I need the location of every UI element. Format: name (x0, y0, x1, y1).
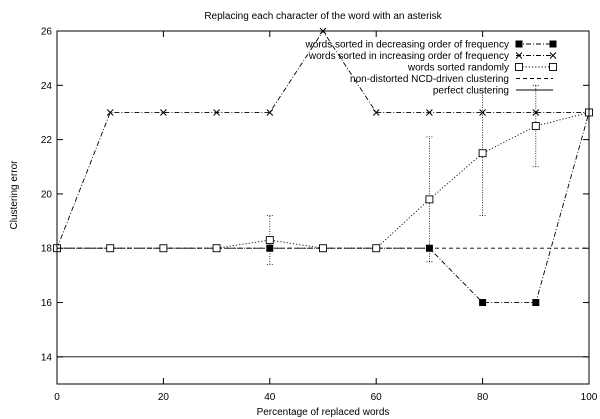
series-2 (53, 84, 593, 265)
data-point-1-2 (160, 109, 167, 116)
legend: words sorted in decreasing order of freq… (305, 40, 557, 97)
data-point-1-4 (266, 109, 274, 116)
plot-series (53, 27, 593, 307)
y-tick-label-2: 18 (41, 244, 53, 255)
y-tick-label-5: 24 (41, 81, 53, 92)
legend-marker-right-1 (549, 52, 557, 59)
y-tick-label-4: 22 (41, 135, 53, 146)
data-point-0-4 (266, 244, 274, 252)
data-point-2-8 (478, 149, 487, 158)
x-tick-label-4: 80 (477, 392, 489, 403)
legend-label-1: words sorted in increasing order of freq… (308, 51, 509, 62)
chart-title: Replacing each character of the word wit… (204, 11, 442, 22)
x-tick-label-5: 100 (581, 392, 598, 403)
legend-marker-left-0 (515, 40, 523, 48)
legend-marker-left-1 (515, 52, 523, 59)
y-axis-label: Clustering error (9, 160, 20, 230)
error-bar-2-4 (266, 215, 273, 265)
x-tick-label-0: 0 (54, 392, 60, 403)
series-0 (53, 108, 593, 307)
series-line-2 (57, 112, 590, 249)
legend-marker-left-2 (515, 63, 523, 71)
x-tick-label-3: 60 (371, 392, 383, 403)
y-tick-label-0: 14 (41, 352, 53, 363)
y-tick-label-6: 26 (41, 27, 53, 38)
data-point-2-5 (319, 244, 327, 253)
x-tick-label-1: 20 (158, 392, 170, 403)
data-point-1-3 (213, 109, 220, 116)
data-point-1-1 (106, 109, 114, 116)
reference-lines (57, 247, 589, 358)
data-point-0-9 (532, 299, 540, 307)
plot-frame (56, 30, 590, 385)
legend-label-4: perfect clustering (433, 86, 509, 97)
legend-label-0: words sorted in decreasing order of freq… (305, 40, 509, 51)
x-axis-label: Percentage of replaced words (257, 407, 390, 418)
data-point-0-7 (425, 244, 433, 252)
data-point-0-8 (479, 299, 487, 307)
data-point-2-3 (212, 244, 221, 253)
error-bar-2-7 (426, 136, 433, 263)
error-bar-2-8 (479, 90, 486, 217)
legend-label-3: non-distorted NCD-driven clustering (350, 74, 509, 85)
axes: 0 20 40 60 80 100 14 16 18 20 22 24 26 (41, 27, 598, 404)
data-point-2-7 (425, 195, 434, 204)
data-point-1-7 (426, 109, 433, 116)
data-point-1-6 (372, 109, 380, 116)
y-tick-label-3: 20 (41, 189, 53, 200)
legend-label-2: words sorted randomly (407, 63, 509, 74)
x-tick-label-2: 40 (264, 392, 276, 403)
data-point-2-1 (106, 244, 115, 253)
data-point-1-9 (532, 109, 540, 116)
series-line-0 (57, 112, 590, 303)
data-point-2-4 (265, 236, 274, 245)
data-point-2-9 (531, 122, 540, 130)
legend-marker-right-2 (549, 63, 557, 71)
legend-marker-right-0 (549, 40, 557, 48)
data-point-2-6 (372, 244, 381, 253)
y-tick-label-1: 16 (41, 298, 53, 309)
data-point-2-2 (159, 244, 168, 253)
